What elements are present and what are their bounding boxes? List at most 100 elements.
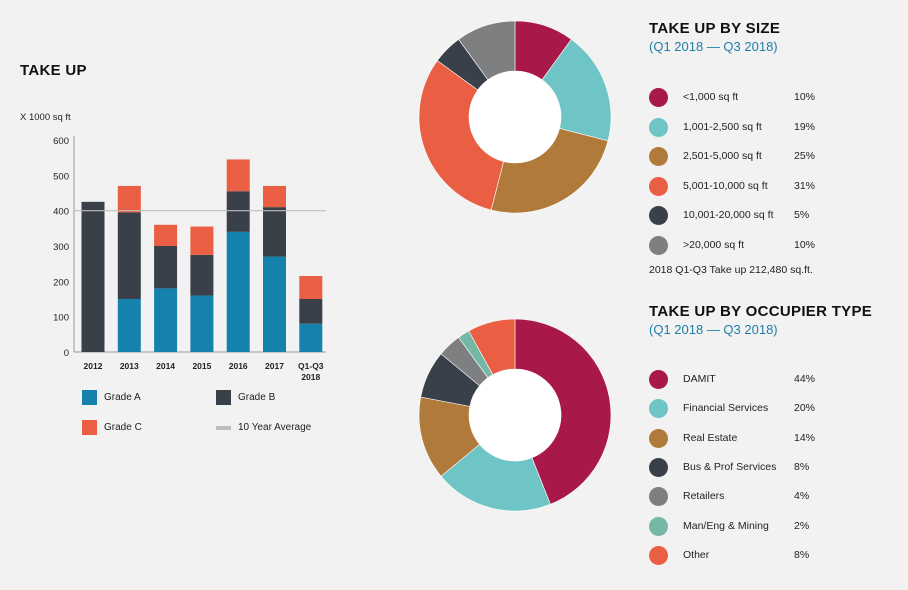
size-legend-item: >20,000 sq ft 10%	[649, 235, 849, 256]
bar-grade-b	[117, 212, 141, 299]
y-tick-label: 100	[53, 313, 69, 324]
occupier-legend-item: Bus & Prof Services 8%	[649, 457, 849, 478]
y-tick-label: 0	[64, 348, 69, 359]
legend-swatch-grade-c	[82, 420, 97, 435]
x-tick-label: 2017	[265, 361, 284, 371]
bar-grade-c	[117, 185, 141, 213]
size-legend-item: 10,001-20,000 sq ft 5%	[649, 206, 849, 226]
size-center-hole	[469, 71, 561, 163]
bar-grade-a	[263, 256, 286, 352]
size-legend-percent: 5%	[794, 209, 810, 221]
occupier-chart-subtitle: (Q1 2018 — Q3 2018)	[649, 322, 778, 337]
x-tick-label: 2015	[192, 361, 211, 371]
bar-grade-a	[299, 323, 323, 352]
bar-grade-a	[226, 231, 250, 352]
size-chart-subtitle: (Q1 2018 — Q3 2018)	[649, 39, 778, 54]
occupier-legend-item: Other 8%	[649, 545, 849, 566]
occupier-legend-dot	[649, 487, 668, 507]
size-legend-percent: 10%	[794, 238, 816, 251]
bar-grade-a	[154, 288, 178, 352]
y-tick-label: 500	[53, 171, 69, 182]
occupier-legend-percent: 2%	[794, 519, 810, 532]
occupier-legend-percent: 8%	[794, 460, 810, 473]
occupier-legend-label: DAMIT	[683, 373, 716, 385]
size-legend-item: 1,001-2,500 sq ft 19%	[649, 117, 849, 138]
y-tick-label: 200	[53, 277, 69, 288]
bar-grade-c	[226, 159, 250, 192]
occupier-legend-label: Other	[683, 548, 710, 561]
occupier-legend-dot	[649, 428, 668, 448]
size-legend-label: 10,001-20,000 sq ft	[683, 209, 774, 221]
bar-grade-b	[299, 299, 323, 324]
occupier-legend-item: Man/Eng & Mining 2%	[649, 516, 849, 537]
size-legend-label: <1,000 sq ft	[683, 91, 739, 103]
occupier-legend-label: Bus & Prof Services	[683, 460, 777, 473]
occupier-legend-item: Retailers 4%	[649, 487, 849, 507]
bar-grade-b	[226, 191, 250, 232]
occupier-legend-label: Retailers	[683, 490, 725, 503]
x-tick-label: Q1-Q3	[298, 361, 324, 371]
y-tick-label: 300	[53, 242, 69, 253]
size-legend-item: <1,000 sq ft 10%	[649, 88, 849, 108]
size-legend-label: 1,001-2,500 sq ft	[683, 120, 762, 133]
size-legend-dot	[649, 147, 668, 166]
size-legend-label: 2,501-5,000 sq ft	[683, 150, 762, 162]
size-legend-dot	[649, 117, 668, 137]
size-legend-dot	[649, 176, 668, 196]
size-total-note: 2018 Q1-Q3 Take up 212,480 sq.ft.	[649, 264, 813, 276]
size-legend-label: 5,001-10,000 sq ft	[683, 179, 768, 192]
occupier-legend-percent: 44%	[794, 373, 816, 385]
legend-label-grade-c: Grade C	[104, 422, 142, 433]
size-legend-percent: 25%	[794, 150, 816, 162]
occupier-legend-item: Financial Services 20%	[649, 399, 849, 419]
legend-label-average: 10 Year Average	[238, 422, 312, 433]
occupier-legend-label: Man/Eng & Mining	[683, 519, 769, 532]
size-legend-dot	[649, 88, 668, 107]
occupier-legend-label: Financial Services	[683, 402, 769, 415]
bar-grade-b	[263, 207, 286, 257]
bar-grade-c	[190, 226, 214, 255]
occupier-legend-item: Real Estate 14%	[649, 428, 849, 449]
size-legend-dot	[649, 206, 668, 225]
legend-swatch-average	[216, 426, 231, 430]
occupier-legend-percent: 8%	[794, 548, 810, 561]
occupier-legend-dot	[649, 399, 668, 419]
x-tick-label: 2018	[301, 372, 320, 382]
occupier-legend-label: Real Estate	[683, 431, 738, 444]
legend-swatch-grade-a	[82, 390, 97, 405]
bar-chart: 0 100 200 300 400 500 600 2012 2013 2014 2015 2016 2…	[53, 136, 326, 382]
legend-label-grade-a: Grade A	[104, 392, 141, 403]
bar-grade-b	[154, 246, 178, 289]
legend-swatch-grade-b	[216, 390, 231, 405]
bar-grade-b	[190, 254, 214, 296]
bar-chart-title: TAKE UP	[20, 62, 87, 79]
x-tick-label: 2013	[120, 361, 139, 371]
occupier-legend-percent: 20%	[794, 402, 816, 415]
size-legend-percent: 31%	[794, 179, 816, 192]
size-legend-percent: 19%	[794, 120, 816, 133]
occupier-legend-item: DAMIT 44%	[649, 370, 849, 390]
size-legend-item: 5,001-10,000 sq ft 31%	[649, 176, 849, 197]
occupier-legend-dot	[649, 545, 668, 565]
y-axis-unit-label: X 1000 sq ft	[20, 112, 71, 123]
bar-grade-c	[263, 185, 286, 208]
bar-grade-c	[154, 224, 178, 246]
occupier-legend-dot	[649, 516, 668, 536]
occupier-donut-chart	[418, 318, 612, 512]
y-tick-label: 600	[53, 136, 69, 147]
x-tick-label: 2012	[84, 361, 103, 371]
occupier-legend-dot	[649, 457, 668, 477]
bar-grade-a	[190, 295, 214, 352]
y-tick-label: 400	[53, 207, 69, 218]
bar-grade-b	[81, 201, 105, 352]
occupier-center-hole	[469, 369, 561, 461]
occupier-chart-title: TAKE UP BY OCCUPIER TYPE	[649, 303, 873, 320]
bar-grade-c	[299, 276, 323, 299]
size-chart-title: TAKE UP BY SIZE	[649, 20, 781, 37]
size-legend-label: >20,000 sq ft	[683, 238, 745, 251]
x-tick-label: 2016	[229, 361, 248, 371]
occupier-legend-percent: 4%	[794, 490, 810, 503]
occupier-legend-percent: 14%	[794, 431, 816, 444]
x-tick-label: 2014	[156, 361, 175, 371]
size-legend-dot	[649, 235, 668, 255]
